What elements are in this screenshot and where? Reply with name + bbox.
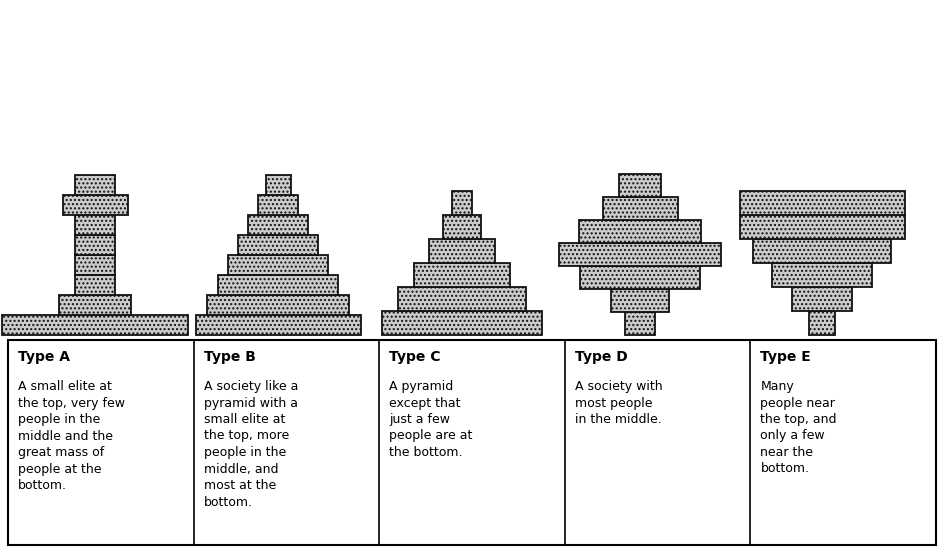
Bar — [739, 191, 904, 215]
Bar — [753, 239, 891, 263]
Text: Many
people near
the top, and
only a few
near the
bottom.: Many people near the top, and only a few… — [761, 380, 837, 476]
Bar — [792, 287, 852, 311]
Bar — [452, 191, 472, 215]
Bar — [429, 239, 495, 263]
Text: Type B: Type B — [204, 350, 256, 364]
Bar — [809, 311, 835, 335]
Text: A society like a
pyramid with a
small elite at
the top, more
people in the
middl: A society like a pyramid with a small el… — [204, 380, 298, 509]
Bar — [228, 255, 328, 275]
Bar — [382, 311, 542, 335]
Bar — [772, 263, 872, 287]
Bar — [218, 275, 338, 295]
Text: Type E: Type E — [761, 350, 811, 364]
Bar — [195, 315, 361, 335]
Bar — [414, 263, 510, 287]
Bar — [3, 315, 188, 335]
Bar — [75, 235, 115, 255]
Bar — [443, 215, 481, 239]
Bar — [75, 215, 115, 235]
Bar — [580, 266, 700, 289]
Bar — [602, 197, 678, 220]
Text: Type C: Type C — [389, 350, 441, 364]
Bar — [75, 255, 115, 275]
Text: Type D: Type D — [575, 350, 628, 364]
Bar — [619, 174, 661, 197]
Bar — [207, 295, 349, 315]
Bar — [248, 215, 308, 235]
Bar — [559, 243, 721, 266]
Bar — [238, 235, 318, 255]
Bar — [62, 195, 127, 215]
Bar — [59, 295, 131, 315]
Bar — [579, 220, 701, 243]
Bar — [75, 175, 115, 195]
Bar — [258, 195, 298, 215]
Bar — [611, 289, 669, 312]
Bar — [75, 275, 115, 295]
Bar — [625, 312, 655, 335]
Bar — [8, 340, 936, 545]
Text: A small elite at
the top, very few
people in the
middle and the
great mass of
pe: A small elite at the top, very few peopl… — [18, 380, 125, 492]
Bar — [265, 175, 291, 195]
Bar — [739, 215, 904, 239]
Text: Type A: Type A — [18, 350, 70, 364]
Text: A society with
most people
in the middle.: A society with most people in the middle… — [575, 380, 663, 426]
Text: A pyramid
except that
just a few
people are at
the bottom.: A pyramid except that just a few people … — [389, 380, 473, 459]
Bar — [398, 287, 526, 311]
